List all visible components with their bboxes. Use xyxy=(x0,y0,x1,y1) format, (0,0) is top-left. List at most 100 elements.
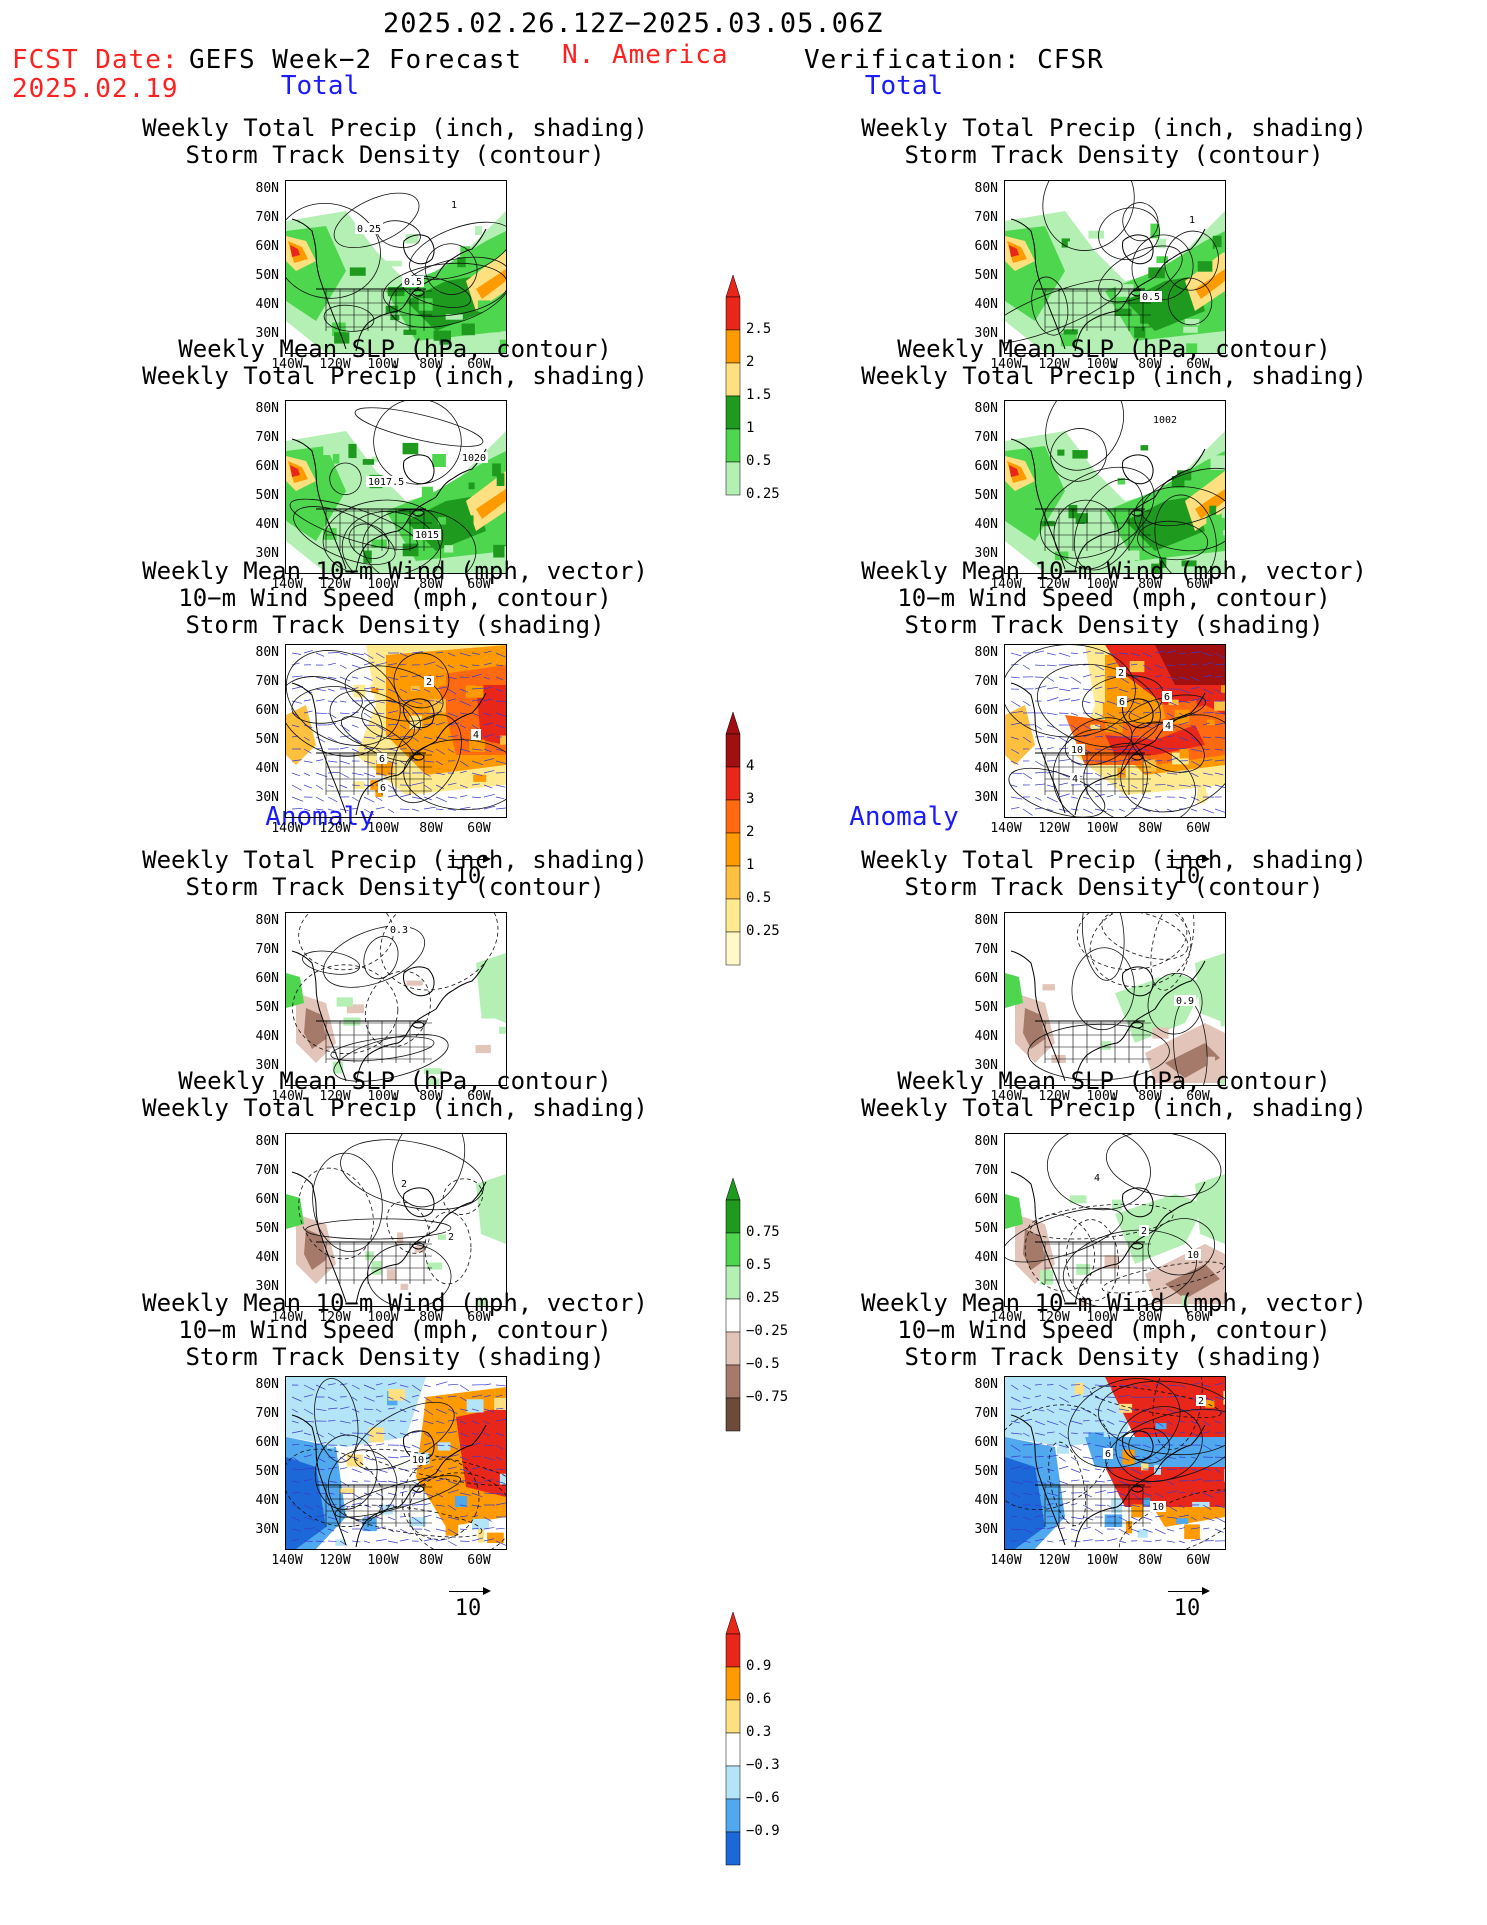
lon-label-140W: 140W xyxy=(271,357,303,372)
lon-label-100W: 100W xyxy=(367,577,399,592)
lon-label-60W: 60W xyxy=(467,357,491,372)
colorbar-tick-label: 1 xyxy=(746,857,755,873)
contour-label: 0.5 xyxy=(404,277,422,288)
lat-label-70N: 70N xyxy=(974,1163,998,1178)
colorbar-tick-label: 2.5 xyxy=(746,321,772,337)
lat-label-40N: 40N xyxy=(974,761,998,776)
colorbar-precip-total xyxy=(722,274,746,503)
map-panel-verif-3: 0.9 xyxy=(1004,912,1226,1086)
lon-label-60W: 60W xyxy=(1186,577,1210,592)
contour-label: 1002 xyxy=(1153,415,1177,426)
contour-label: 4 xyxy=(1094,1173,1100,1184)
contour-label: 10 xyxy=(1071,745,1083,756)
lon-label-120W: 120W xyxy=(1038,1089,1070,1104)
lat-label-40N: 40N xyxy=(974,297,998,312)
lon-label-140W: 140W xyxy=(271,577,303,592)
lat-label-80N: 80N xyxy=(255,1377,279,1392)
panel-title-verif-2-line2: 10−m Wind Speed (mph, contour) xyxy=(897,584,1331,612)
colorbar-tick-label: 1.5 xyxy=(746,387,772,403)
vector-scale-label: 10 xyxy=(454,1596,482,1621)
section-total-right: Total xyxy=(864,71,944,101)
contour-label: 2 xyxy=(401,1179,407,1190)
map-panel-verif-2: 6 10 2 4 4 6 xyxy=(1004,644,1226,818)
lat-label-40N: 40N xyxy=(974,1250,998,1265)
forecast-model-label: GEFS Week−2 Forecast xyxy=(189,45,523,75)
lon-label-140W: 140W xyxy=(271,821,303,836)
lat-label-70N: 70N xyxy=(255,210,279,225)
lon-label-60W: 60W xyxy=(467,577,491,592)
contour-label: 10 xyxy=(1187,1250,1199,1261)
panel-title-verif-4-line2: Weekly Total Precip (inch, shading) xyxy=(861,1094,1367,1122)
map-panel-verif-5: 2 6 10 xyxy=(1004,1376,1226,1550)
lat-label-60N: 60N xyxy=(974,239,998,254)
colorbar-tick-label: −0.5 xyxy=(746,1356,780,1372)
lon-label-120W: 120W xyxy=(319,1310,351,1325)
panel-title-fcst-3-line2: Storm Track Density (contour) xyxy=(185,873,605,901)
contour-label: 0.9 xyxy=(1176,996,1194,1007)
lat-label-50N: 50N xyxy=(255,1000,279,1015)
fcst-date-value: 2025.02.19 xyxy=(12,74,179,104)
lat-label-30N: 30N xyxy=(974,1279,998,1294)
lon-label-60W: 60W xyxy=(1186,357,1210,372)
lon-label-120W: 120W xyxy=(319,1089,351,1104)
lon-label-120W: 120W xyxy=(1038,577,1070,592)
lon-label-120W: 120W xyxy=(1038,1553,1070,1568)
lon-label-60W: 60W xyxy=(467,821,491,836)
lat-label-50N: 50N xyxy=(255,1221,279,1236)
contour-label: 0.3 xyxy=(390,925,408,936)
lat-label-40N: 40N xyxy=(974,517,998,532)
lon-label-80W: 80W xyxy=(1138,821,1162,836)
lon-label-60W: 60W xyxy=(467,1089,491,1104)
panel-title-fcst-4-line2: Weekly Total Precip (inch, shading) xyxy=(142,1094,648,1122)
lon-label-80W: 80W xyxy=(1138,357,1162,372)
lon-label-80W: 80W xyxy=(1138,1310,1162,1325)
lat-label-70N: 70N xyxy=(974,210,998,225)
panel-title-verif-4-line1: Weekly Mean SLP (hPa, contour) xyxy=(897,1067,1331,1095)
panel-title-verif-2-line1: Weekly Mean 10−m Wind (mph, vector) xyxy=(861,557,1367,585)
panel-title-verif-5-line1: Weekly Mean 10−m Wind (mph, vector) xyxy=(861,1289,1367,1317)
colorbar-tick-label: 0.25 xyxy=(746,923,780,939)
lat-label-60N: 60N xyxy=(255,1435,279,1450)
panel-title-fcst-2-line2: 10−m Wind Speed (mph, contour) xyxy=(178,584,612,612)
lat-label-80N: 80N xyxy=(974,1134,998,1149)
colorbar-tick-label: 0.5 xyxy=(746,890,772,906)
lon-label-80W: 80W xyxy=(419,1553,443,1568)
date-range-title: 2025.02.26.12Z−2025.03.05.06Z xyxy=(383,8,884,39)
lat-label-60N: 60N xyxy=(255,1192,279,1207)
vector-scale-reference: 10 xyxy=(1162,854,1212,889)
colorbar-tick-label: 0.3 xyxy=(746,1724,772,1740)
lon-label-80W: 80W xyxy=(419,1089,443,1104)
section-anomaly-right: Anomaly xyxy=(849,802,959,832)
lat-label-30N: 30N xyxy=(255,1279,279,1294)
lon-label-80W: 80W xyxy=(1138,1089,1162,1104)
arrow-right-icon xyxy=(443,854,493,864)
lat-label-50N: 50N xyxy=(974,732,998,747)
colorbar-tick-label: 0.5 xyxy=(746,1257,772,1273)
lon-label-120W: 120W xyxy=(1038,821,1070,836)
panel-title-verif-3-line1: Weekly Total Precip (inch, shading) xyxy=(861,846,1367,874)
panel-title-verif-2-line3: Storm Track Density (shading) xyxy=(904,611,1324,639)
lon-label-60W: 60W xyxy=(467,1310,491,1325)
contour-label: 2 xyxy=(1141,1226,1147,1237)
lat-label-80N: 80N xyxy=(255,645,279,660)
lat-label-50N: 50N xyxy=(974,268,998,283)
lon-label-60W: 60W xyxy=(1186,821,1210,836)
lon-label-140W: 140W xyxy=(271,1553,303,1568)
panel-title-verif-1-line1: Weekly Mean SLP (hPa, contour) xyxy=(897,335,1331,363)
contour-label: 6 xyxy=(1119,697,1125,708)
lat-label-80N: 80N xyxy=(255,1134,279,1149)
arrow-right-icon xyxy=(1162,1586,1212,1596)
lon-label-120W: 120W xyxy=(319,357,351,372)
map-panel-fcst-0: 0.25 0.5 1 xyxy=(285,180,507,354)
lon-label-140W: 140W xyxy=(990,1089,1022,1104)
lat-label-50N: 50N xyxy=(255,732,279,747)
panel-title-fcst-5-line3: Storm Track Density (shading) xyxy=(185,1343,605,1371)
contour-label: 10 xyxy=(1152,1502,1164,1513)
lon-label-100W: 100W xyxy=(367,1553,399,1568)
lat-label-30N: 30N xyxy=(255,790,279,805)
lat-label-30N: 30N xyxy=(255,546,279,561)
lat-label-60N: 60N xyxy=(255,239,279,254)
vector-scale-reference: 10 xyxy=(443,854,493,889)
lat-label-40N: 40N xyxy=(255,1029,279,1044)
lon-label-100W: 100W xyxy=(367,1089,399,1104)
